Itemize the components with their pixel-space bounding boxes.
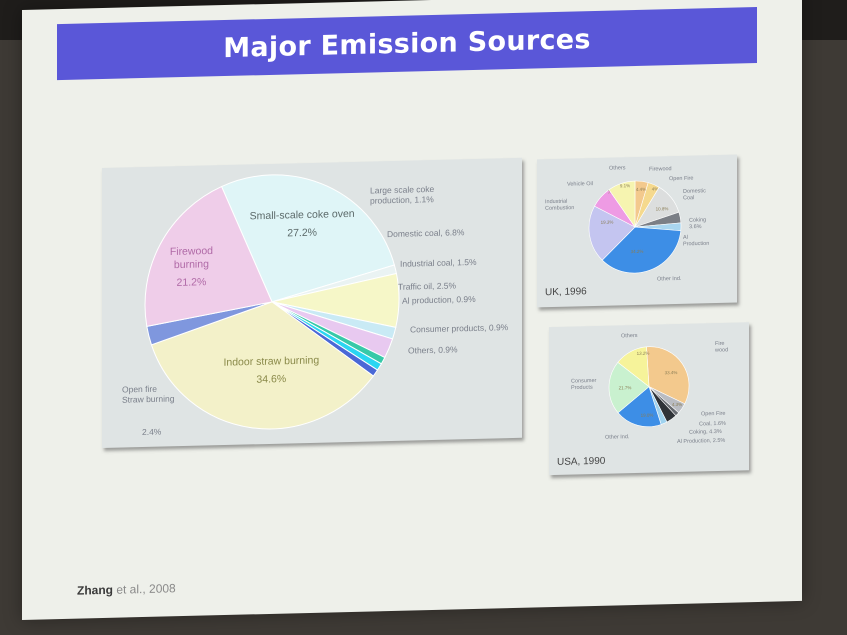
slice-value-fire-wood: 33.4% — [665, 370, 678, 375]
slice-value-domestic-coal: 10.8% — [656, 206, 669, 211]
slice-value-others: 13.2% — [637, 351, 650, 356]
pie-slice-other-ind — [617, 386, 662, 427]
pie-slice-fire-wood — [646, 346, 690, 405]
slice-label-traffic-oil-2-5: Traffic oil, 2.5% — [398, 280, 457, 291]
pie-slice-consumer-products — [608, 361, 650, 414]
projected-slide: Major Emission Sources Small-scale coke … — [22, 0, 802, 621]
slide-title: Major Emission Sources — [223, 23, 591, 64]
slice-label-fire-wood: Firewood — [714, 341, 728, 354]
slice-value-firewood: 4.4% — [636, 187, 646, 192]
slice-label-al-production-0-9: Al production, 0.9% — [402, 294, 476, 306]
uk-pie-panel: Firewood 4.4% Open Fire 4% DomesticCoal 10.8%… — [537, 154, 737, 308]
usa-pie-panel: Firewood 33.4% Open Fire 4.3% Coal, 1.6% Coki… — [549, 322, 749, 476]
citation-author: Zhang — [77, 582, 113, 598]
pie-slice-small-scale-coke-oven — [220, 174, 396, 303]
slice-label-large-scale-coke-production-1-1: Large scale cokeproduction, 1.1% — [370, 184, 435, 206]
usa-pie-caption: USA, 1990 — [557, 455, 606, 468]
slice-label-al-production-2-5: Al Production, 2.5% — [677, 438, 725, 445]
pie-slice-others — [617, 346, 650, 388]
pie-slice-firewood-burning — [144, 185, 273, 327]
slice-label-others-0-9: Others, 0.9% — [408, 344, 458, 355]
pie-slice-industrial-combustion — [588, 205, 636, 261]
citation: Zhang et al., 2008 — [77, 581, 176, 597]
slice-value-open-fire: 4% — [652, 186, 659, 191]
slice-value-other-ind: 19.0% — [641, 413, 654, 418]
slice-value-others: 9.1% — [620, 183, 630, 188]
slice-label-open-fire: Open Fire — [669, 176, 693, 183]
main-pie-panel: Small-scale coke oven27.2% Large scale co… — [102, 157, 522, 449]
citation-rest: et al., 2008 — [116, 581, 176, 597]
slice-label-al-production: AlProduction — [683, 234, 709, 247]
slice-value-industrial-combustion: 19.3% — [601, 220, 614, 225]
pie-slice-other-ind — [601, 226, 682, 274]
slice-label-others: Others — [621, 333, 638, 339]
usa-pie-chart: Firewood 33.4% Open Fire 4.3% Coal, 1.6%Coki… — [571, 333, 728, 445]
slice-label-domestic-coal: DomesticCoal — [683, 188, 706, 201]
slice-label-consumer-products-0-9: Consumer products, 0.9% — [410, 322, 509, 334]
title-bar: Major Emission Sources — [57, 7, 757, 81]
slice-value-open-fire: 4.3% — [672, 402, 682, 407]
slice-label-others: Others — [609, 165, 626, 171]
pie-slice-indoor-straw-burning — [150, 301, 375, 430]
main-pie-chart: Small-scale coke oven27.2% Large scale co… — [122, 174, 509, 437]
slice-label-industrial-combustion: IndustrialCombustion — [545, 199, 574, 212]
slice-label-indoor-straw-burning: Indoor straw burning34.6% — [223, 354, 319, 386]
uk-pie-caption: UK, 1996 — [545, 286, 587, 299]
slice-label-firewood-burning: Firewoodburning21.2% — [170, 245, 213, 289]
slice-label-open-fire-straw-burning: Open fireStraw burning — [122, 383, 175, 404]
slice-label-industrial-coal-1-5: Industrial coal, 1.5% — [400, 257, 477, 269]
slice-label-other-ind: Other Ind. — [605, 434, 630, 441]
open-fire-value-label: 2.4% — [142, 427, 162, 437]
slice-label-consumer-products: ConsumerProducts — [571, 378, 597, 391]
slice-label-domestic-coal-6-8: Domestic coal, 6.8% — [387, 227, 465, 239]
uk-pie-chart: Firewood 4.4% Open Fire 4% DomesticCoal 10.8%… — [545, 165, 709, 283]
slice-label-vehicle-oil: Vehicle Oil — [567, 181, 593, 188]
slice-label-coal-1-6: Coal, 1.6% — [699, 421, 726, 428]
slice-label-coking: Coking3.6% — [689, 217, 706, 230]
slice-label-open-fire: Open Fire — [701, 411, 725, 418]
slice-label-coking-4-3: Coking, 4.3% — [689, 429, 722, 436]
slice-label-other-ind: Other Ind. — [657, 276, 682, 283]
slice-label-small-scale-coke-oven: Small-scale coke oven27.2% — [250, 208, 355, 240]
slice-value-other-ind: 34.2% — [631, 249, 644, 254]
pie-slice-others — [608, 180, 636, 228]
slice-label-firewood: Firewood — [649, 166, 672, 173]
slice-value-consumer-products: 21.7% — [619, 385, 632, 390]
